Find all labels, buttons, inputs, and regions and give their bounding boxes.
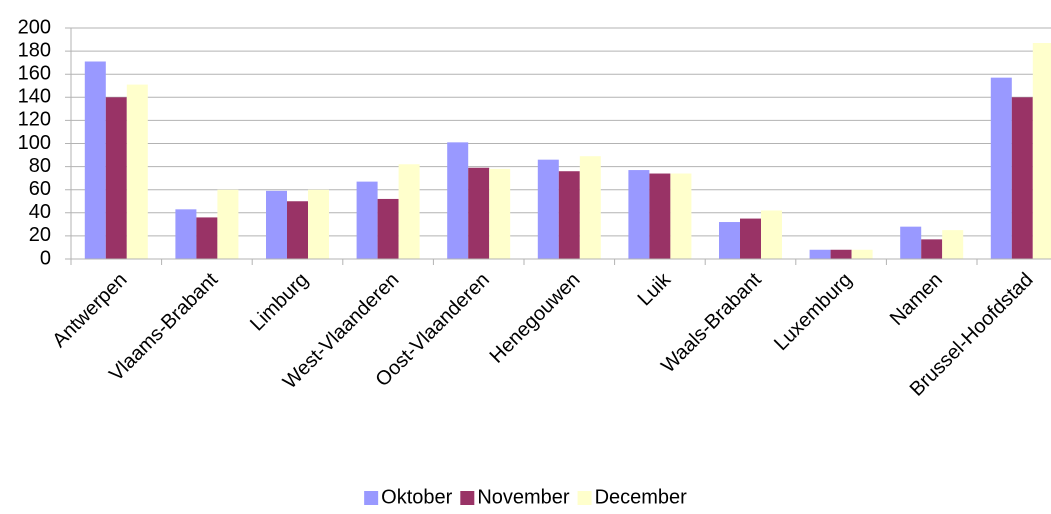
x-tick-label: Henegouwen	[486, 269, 585, 368]
y-tick-label: 180	[18, 39, 51, 61]
y-tick-label: 60	[29, 178, 51, 200]
bar	[105, 97, 127, 259]
y-tick-label: 200	[18, 16, 51, 38]
y-tick-label: 160	[18, 62, 51, 84]
bar	[990, 77, 1012, 259]
bar	[468, 167, 490, 259]
y-tick-label: 140	[18, 86, 51, 108]
bar	[649, 173, 671, 259]
bar	[809, 249, 831, 259]
y-tick-label: 0	[40, 247, 51, 269]
y-tick-label: 120	[18, 109, 51, 131]
bar	[196, 217, 218, 259]
y-tick-label: 80	[29, 155, 51, 177]
bar	[489, 168, 511, 259]
bar	[308, 189, 329, 259]
legend-swatch	[364, 491, 379, 505]
bar	[84, 61, 106, 260]
bar	[942, 230, 964, 259]
bar	[447, 142, 469, 259]
bar	[628, 170, 650, 259]
bar	[126, 84, 148, 259]
legend-label: December	[595, 486, 688, 508]
legend-label: November	[477, 486, 570, 508]
bar	[830, 249, 852, 259]
legend-swatch	[577, 491, 592, 505]
bar	[900, 226, 922, 259]
bar	[740, 218, 761, 259]
bar	[266, 190, 287, 259]
y-tick-label: 20	[29, 224, 51, 246]
bar	[921, 239, 943, 259]
legend: Oktober November December	[364, 486, 687, 508]
bar	[558, 171, 580, 259]
bar	[670, 173, 692, 259]
bar	[719, 222, 740, 259]
bar	[579, 156, 601, 259]
bar	[761, 210, 782, 259]
bar	[851, 249, 873, 259]
bar	[398, 164, 420, 259]
bar	[217, 189, 239, 259]
x-tick-label: Namen	[886, 269, 947, 330]
x-tick-label: Luik	[634, 268, 676, 310]
bar	[537, 159, 559, 259]
bar	[377, 198, 399, 259]
x-tick-label: Luxemburg	[770, 269, 856, 355]
bar	[1011, 97, 1033, 259]
x-tick-label: Antwerpen	[48, 269, 131, 352]
bar	[175, 209, 197, 259]
legend-label: Oktober	[381, 486, 452, 508]
legend-swatch	[460, 491, 475, 505]
y-tick-label: 100	[18, 132, 51, 154]
x-tick-label: Limburg	[246, 269, 313, 336]
bar	[1032, 43, 1051, 259]
bar	[287, 201, 308, 259]
bar	[356, 181, 378, 259]
y-tick-label: 40	[29, 201, 51, 223]
